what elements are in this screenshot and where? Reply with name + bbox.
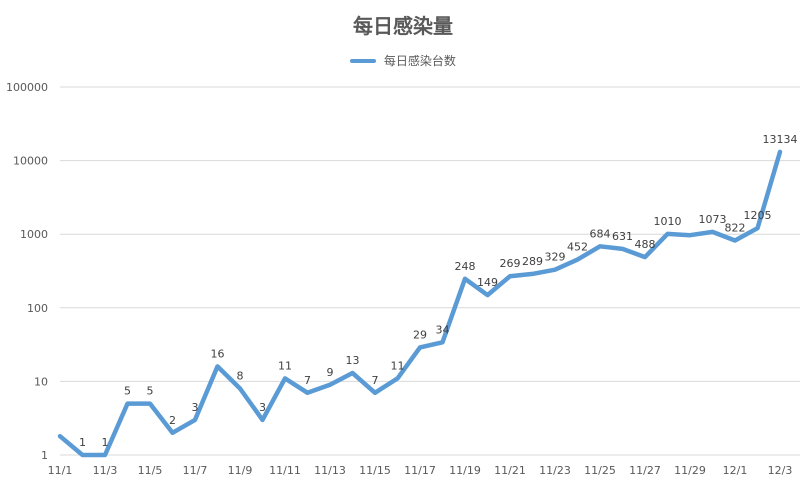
x-tick-label: 11/25 (584, 464, 616, 477)
data-label: 248 (455, 260, 476, 273)
x-tick-label: 12/1 (723, 464, 748, 477)
data-label: 822 (725, 221, 746, 234)
data-label: 1010 (654, 215, 682, 228)
x-tick-label: 11/13 (314, 464, 346, 477)
data-label: 13134 (763, 133, 798, 146)
data-label: 3 (259, 401, 266, 414)
data-label: 269 (500, 257, 521, 270)
data-label: 329 (545, 251, 566, 264)
x-tick-label: 11/29 (674, 464, 706, 477)
y-tick-label: 10000 (13, 155, 48, 168)
data-label: 8 (237, 370, 244, 383)
x-tick-label: 11/9 (228, 464, 253, 477)
y-tick-label: 1 (41, 449, 48, 462)
x-tick-label: 11/15 (359, 464, 391, 477)
data-label: 488 (635, 238, 656, 251)
data-label: 289 (522, 255, 543, 268)
y-tick-label: 100 (27, 302, 48, 315)
data-label: 2 (169, 414, 176, 427)
data-label: 34 (436, 323, 450, 336)
x-tick-label: 11/7 (183, 464, 208, 477)
data-label: 29 (413, 328, 427, 341)
y-tick-label: 10 (34, 375, 48, 388)
y-tick-label: 1000 (20, 228, 48, 241)
x-tick-label: 11/1 (48, 464, 73, 477)
x-tick-label: 11/5 (138, 464, 163, 477)
data-label: 11 (278, 359, 292, 372)
data-label: 7 (372, 374, 379, 387)
x-tick-label: 11/23 (539, 464, 571, 477)
data-label: 16 (211, 347, 225, 360)
x-tick-label: 11/3 (93, 464, 118, 477)
y-tick-label: 100000 (6, 81, 48, 94)
data-label: 1205 (744, 209, 772, 222)
data-label: 5 (147, 385, 154, 398)
data-label: 5 (124, 385, 131, 398)
x-tick-label: 11/17 (404, 464, 436, 477)
data-label: 149 (477, 276, 498, 289)
legend-label: 每日感染台数 (383, 54, 456, 68)
data-label: 452 (567, 241, 588, 254)
x-tick-label: 12/3 (768, 464, 793, 477)
data-label: 3 (192, 401, 199, 414)
x-tick-label: 11/11 (269, 464, 301, 477)
legend-swatch (350, 58, 377, 63)
data-label: 11 (391, 359, 405, 372)
x-tick-label: 11/27 (629, 464, 661, 477)
data-label: 7 (304, 374, 311, 387)
data-label: 9 (327, 366, 334, 379)
x-tick-label: 11/21 (494, 464, 526, 477)
legend: 每日感染台数 (0, 52, 806, 69)
chart-title: 每日感染量 (353, 14, 453, 38)
data-label: 631 (612, 230, 633, 243)
data-label: 1 (79, 436, 86, 449)
data-label: 1 (102, 436, 109, 449)
data-label: 1073 (699, 213, 727, 226)
x-tick-label: 11/19 (449, 464, 481, 477)
data-label: 13 (346, 354, 360, 367)
data-label: 684 (590, 227, 611, 240)
series-line (57, 149, 783, 458)
